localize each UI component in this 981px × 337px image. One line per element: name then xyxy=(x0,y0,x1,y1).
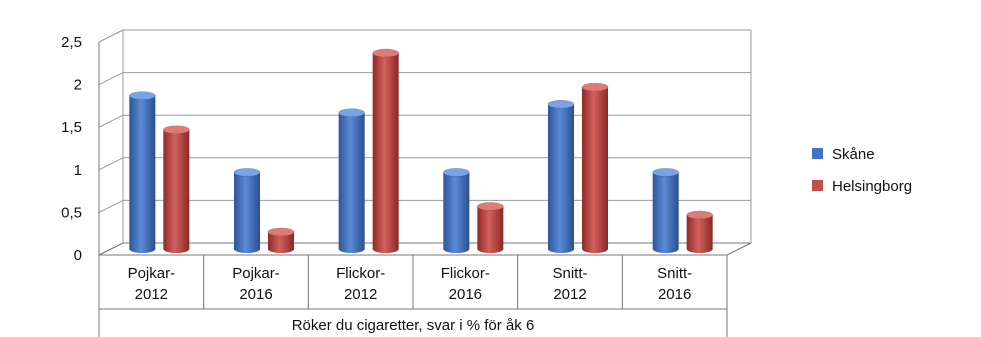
bar-top xyxy=(163,125,190,134)
bar xyxy=(581,82,609,253)
bar-base xyxy=(129,245,156,253)
bar xyxy=(338,108,365,253)
bar-body xyxy=(443,172,470,249)
category-axis-table: Pojkar- 2012 Pojkar- 2016 Flickor- 2012 Flicko… xyxy=(98,255,728,337)
bar-body xyxy=(372,53,399,249)
bar-base xyxy=(477,245,504,253)
bar-body xyxy=(477,206,504,249)
bar-body xyxy=(163,129,190,249)
bar-body xyxy=(582,87,608,250)
bar-body xyxy=(129,95,156,249)
x-tick-label: Snitt- xyxy=(657,265,692,282)
legend-swatch xyxy=(812,180,823,191)
bar xyxy=(477,202,504,253)
bar xyxy=(267,227,295,253)
y-tick-label: 1,5 xyxy=(61,119,82,136)
y-tick-label: 2 xyxy=(74,77,82,94)
bar-top xyxy=(547,99,575,109)
bar-base xyxy=(234,245,260,253)
bar xyxy=(686,210,713,253)
bar-top xyxy=(233,168,261,177)
bar-top xyxy=(652,168,679,177)
bar-top xyxy=(443,168,470,177)
bar xyxy=(372,48,399,253)
x-tick-label: 2012 xyxy=(135,286,168,303)
x-tick-label: Flickor- xyxy=(441,265,490,282)
x-tick-label: Pojkar- xyxy=(128,265,176,282)
bar-base xyxy=(652,245,679,253)
bar-top xyxy=(338,108,365,117)
bar-body xyxy=(268,231,294,249)
bars xyxy=(129,48,713,253)
bar-base xyxy=(338,245,365,253)
bar-top xyxy=(129,91,156,100)
gridline-depth xyxy=(98,199,124,213)
x-tick-label: 2012 xyxy=(344,286,377,303)
bar-body xyxy=(686,214,713,249)
x-tick-label: Flickor- xyxy=(336,265,385,282)
gridline-depth xyxy=(98,157,124,171)
x-tick-label: 2016 xyxy=(239,286,272,303)
bar-base xyxy=(268,245,294,253)
bar-body xyxy=(548,104,574,249)
bar-base xyxy=(372,245,399,253)
bar-body xyxy=(652,172,679,249)
bar xyxy=(547,99,575,253)
y-tick-label: 1 xyxy=(74,162,82,179)
bar xyxy=(443,168,470,253)
legend-label: Skåne xyxy=(832,146,875,163)
bar-top xyxy=(372,48,399,58)
x-tick-label: 2016 xyxy=(658,286,691,303)
x-axis-title: Röker du cigaretter, svar i % för åk 6 xyxy=(292,317,535,334)
bar-base xyxy=(548,245,574,253)
gridline-depth xyxy=(98,72,124,86)
legend: Skåne Helsingborg xyxy=(812,146,912,195)
gridline-depth xyxy=(98,29,124,43)
bar xyxy=(129,91,156,253)
bar-base xyxy=(163,245,190,253)
legend-label: Helsingborg xyxy=(832,178,912,195)
bar xyxy=(163,125,190,253)
bar-top xyxy=(267,227,295,237)
y-tick-label: 0,5 xyxy=(61,204,82,221)
x-tick-label: Snitt- xyxy=(552,265,587,282)
y-axis-tick-labels: 0 0,5 1 1,5 2 2,5 xyxy=(61,34,82,264)
bar-base xyxy=(686,245,713,253)
bar xyxy=(233,168,261,253)
bar-top xyxy=(581,82,609,92)
y-tick-label: 0 xyxy=(74,247,82,264)
x-tick-label: 2012 xyxy=(553,286,586,303)
x-tick-label: 2016 xyxy=(449,286,482,303)
bar-body xyxy=(338,112,365,250)
bar xyxy=(652,168,679,253)
bar-base xyxy=(582,245,608,253)
bar-top xyxy=(477,202,504,211)
legend-swatch xyxy=(812,148,823,159)
gridline-depth xyxy=(98,114,124,128)
x-tick-label: Pojkar- xyxy=(232,265,280,282)
bar-base xyxy=(443,245,470,253)
y-tick-label: 2,5 xyxy=(61,34,82,51)
bar-top xyxy=(686,210,713,220)
bar-body xyxy=(234,172,260,249)
